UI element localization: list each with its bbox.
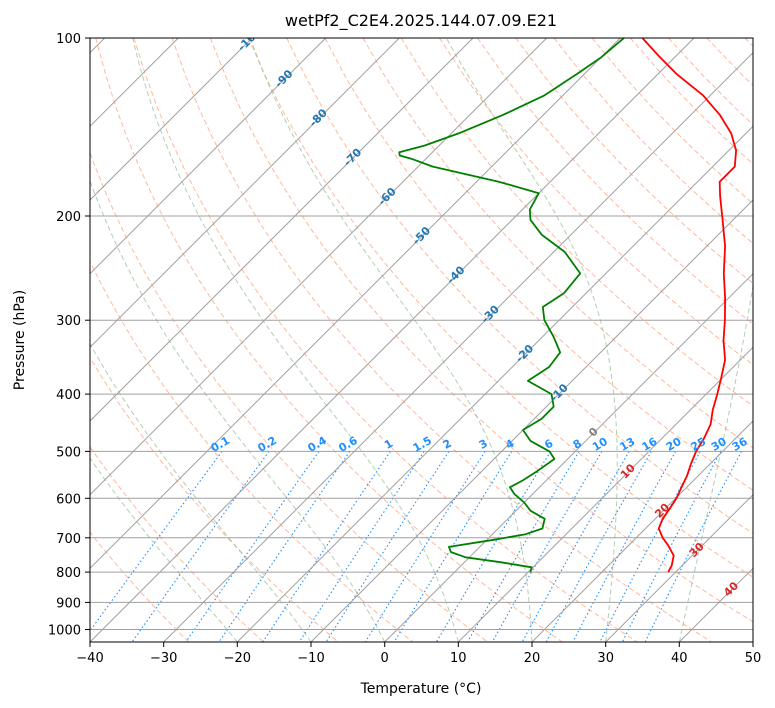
x-tick-label: 20 xyxy=(524,651,541,666)
y-tick-label: 1000 xyxy=(48,624,81,639)
axes: −40 −30 −20 −10 0 10 20 30 40 50 100 200 300 400 500 60… xyxy=(48,32,761,666)
dry-adiabat-line xyxy=(171,38,712,642)
dewpoint-profile-line xyxy=(398,38,625,573)
isotherm-line xyxy=(163,51,753,642)
y-axis-label: Pressure (hPa) xyxy=(12,290,28,390)
isotherm-line xyxy=(90,38,400,349)
moist-adiabat-line xyxy=(90,179,386,642)
mixing-ratio-line xyxy=(364,451,486,642)
dry-adiabat-line xyxy=(133,38,638,642)
background-lines xyxy=(90,38,753,642)
dry-adiabat-line xyxy=(90,260,414,642)
moist-adiabat-line xyxy=(249,38,533,642)
dry-adiabat-line xyxy=(90,531,190,642)
dry-adiabat-line xyxy=(90,445,264,642)
dry-adiabat-line xyxy=(400,38,753,407)
dry-adiabat-line xyxy=(324,38,753,491)
isotherm-line xyxy=(90,38,327,275)
isotherm-line xyxy=(457,346,753,642)
y-tick-label: 900 xyxy=(56,596,81,611)
moist-adiabat-line xyxy=(445,38,618,642)
x-tick-label: −20 xyxy=(224,651,251,666)
x-tick-label: 40 xyxy=(671,651,688,666)
isotherm-line xyxy=(90,38,474,422)
x-tick-label: 50 xyxy=(745,651,762,666)
profile-series xyxy=(398,38,737,573)
x-tick-label: 10 xyxy=(450,651,467,666)
dry-adiabat-line xyxy=(477,38,753,325)
mixing-ratio-line xyxy=(218,451,351,642)
mixing-ratio-line xyxy=(262,451,391,642)
dry-adiabat-line xyxy=(90,151,488,642)
mixing-ratio-line xyxy=(599,451,701,642)
dry-adiabat-line xyxy=(95,38,563,642)
y-tick-label: 300 xyxy=(56,314,81,329)
temperature-profile-line xyxy=(641,38,737,573)
y-tick-label: 400 xyxy=(56,388,81,403)
dry-adiabat-line xyxy=(209,38,753,623)
grid-lines xyxy=(90,38,753,642)
isotherm-line xyxy=(531,420,753,642)
x-tick-label: −10 xyxy=(297,651,324,666)
mixing-ratio-line xyxy=(185,451,320,642)
y-tick-label: 800 xyxy=(56,566,81,581)
plot-frame xyxy=(89,37,754,643)
isotherm-line xyxy=(605,493,753,642)
moist-adiabat-line xyxy=(678,282,753,642)
x-tick-label: 0 xyxy=(381,651,389,666)
mixing-ratio-line xyxy=(572,451,676,642)
dry-adiabat-line xyxy=(362,38,753,449)
x-tick-label: −40 xyxy=(76,651,103,666)
x-tick-label: 30 xyxy=(597,651,614,666)
isotherm-line xyxy=(236,125,753,642)
isotherm-line xyxy=(90,38,253,201)
mixing-ratio-line xyxy=(621,451,722,642)
moist-adiabat-line xyxy=(132,38,459,642)
mixing-ratio-line xyxy=(644,451,742,642)
y-tick-label: 100 xyxy=(56,32,81,47)
dry-adiabat-line xyxy=(248,38,753,578)
mixing-ratio-line xyxy=(491,451,603,642)
mixing-ratio-line xyxy=(90,451,223,632)
dry-adiabat-line xyxy=(438,38,753,366)
x-axis-label: Temperature (°C) xyxy=(360,681,482,697)
mixing-ratio-line xyxy=(545,451,652,642)
chart-title: wetPf2_C2E4.2025.144.07.09.E21 xyxy=(285,11,557,31)
y-tick-label: 700 xyxy=(56,532,81,547)
isotherm-line xyxy=(90,38,695,642)
isotherm-line xyxy=(310,199,753,642)
dry-adiabat-line xyxy=(515,38,753,285)
dry-adiabat-line xyxy=(90,356,339,642)
x-tick-label: −30 xyxy=(150,651,177,666)
isotherm-line xyxy=(90,38,621,570)
y-tick-label: 500 xyxy=(56,445,81,460)
y-tick-label: 600 xyxy=(56,492,81,507)
y-tick-label: 200 xyxy=(56,210,81,225)
